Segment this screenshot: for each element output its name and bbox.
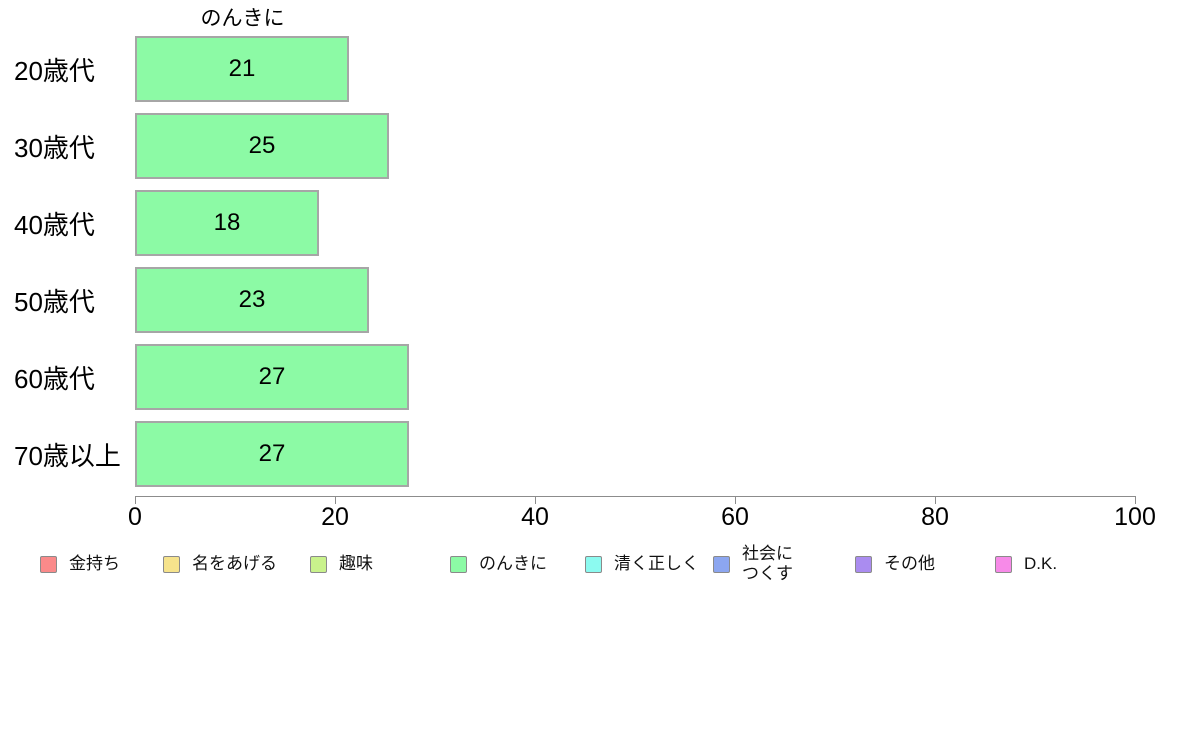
chart-title: のんきに <box>200 7 285 30</box>
legend-label: 社会に つくす <box>742 543 793 583</box>
legend-label: 名をあげる <box>192 553 277 573</box>
category-label: 60歳代 <box>14 363 95 394</box>
category-label: 30歳代 <box>14 132 95 163</box>
legend-swatch <box>713 555 730 573</box>
bar-value-label: 27 <box>258 363 286 390</box>
bar: 23 <box>135 267 369 333</box>
category-label: 20歳代 <box>14 55 95 86</box>
bar: 27 <box>135 344 409 410</box>
x-tick-label: 60 <box>721 503 749 531</box>
legend-item: 名をあげる <box>163 541 277 587</box>
bar: 25 <box>135 113 389 179</box>
bar: 27 <box>135 421 409 487</box>
x-tick-label: 40 <box>521 503 549 531</box>
legend-swatch <box>995 555 1012 573</box>
legend-item: 趣味 <box>310 541 373 587</box>
category-label: 70歳以上 <box>14 440 121 471</box>
bar-row: 60歳代 27 <box>0 344 1188 410</box>
x-tick-label: 0 <box>128 503 142 531</box>
legend-label: その他 <box>884 553 935 573</box>
category-label: 40歳代 <box>14 209 95 240</box>
x-tick-mark <box>1135 496 1136 504</box>
bar-row: 40歳代 18 <box>0 190 1188 256</box>
legend-label: 金持ち <box>69 553 120 573</box>
bar-value-label: 25 <box>248 132 276 159</box>
bar-value-label: 21 <box>228 55 256 82</box>
x-tick-label: 100 <box>1114 503 1156 531</box>
category-label: 50歳代 <box>14 286 95 317</box>
legend-item: のんきに <box>450 541 547 587</box>
legend-swatch <box>40 555 57 573</box>
legend-item: D.K. <box>995 541 1057 587</box>
bar: 21 <box>135 36 349 102</box>
legend-item: その他 <box>855 541 935 587</box>
bar-row: 20歳代 21 <box>0 36 1188 102</box>
legend-label: 清く正しく <box>614 553 699 573</box>
x-axis-line <box>135 496 1136 497</box>
x-tick-mark <box>735 496 736 504</box>
bar-value-label: 18 <box>213 209 241 236</box>
bar-value-label: 23 <box>238 286 266 313</box>
x-tick-mark <box>535 496 536 504</box>
x-tick-mark <box>135 496 136 504</box>
legend: 金持ち 名をあげる 趣味 のんきに 清く正しく 社会に つくす その他 D.K. <box>0 541 1188 587</box>
bar-row: 50歳代 23 <box>0 267 1188 333</box>
legend-label: D.K. <box>1024 553 1058 573</box>
legend-item: 清く正しく <box>585 541 699 587</box>
legend-label: のんきに <box>479 553 547 573</box>
x-tick-label: 80 <box>921 503 949 531</box>
legend-swatch <box>310 555 327 573</box>
legend-item: 金持ち <box>40 541 120 587</box>
legend-label: 趣味 <box>339 553 373 573</box>
legend-swatch <box>585 555 602 573</box>
bar: 18 <box>135 190 319 256</box>
x-tick-mark <box>935 496 936 504</box>
bar-row: 70歳以上 27 <box>0 421 1188 487</box>
legend-item: 社会に つくす <box>713 541 793 587</box>
x-tick-mark <box>335 496 336 504</box>
legend-swatch <box>450 555 467 573</box>
bar-value-label: 27 <box>258 440 286 467</box>
x-tick-label: 20 <box>321 503 349 531</box>
bar-row: 30歳代 25 <box>0 113 1188 179</box>
legend-swatch <box>163 555 180 573</box>
legend-swatch <box>855 555 872 573</box>
